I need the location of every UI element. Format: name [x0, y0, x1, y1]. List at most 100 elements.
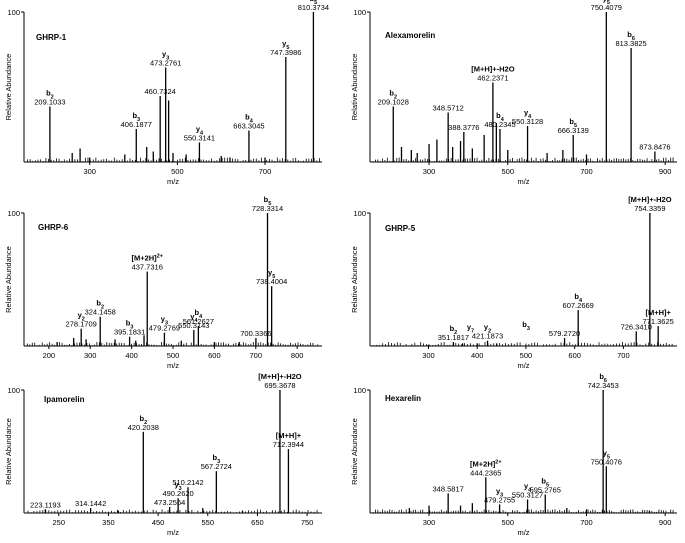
x-tick-label: 250: [53, 518, 66, 527]
ion-annotation: y3: [162, 50, 169, 62]
x-tick-label: 700: [259, 167, 272, 176]
x-axis-label: m/z: [517, 528, 529, 537]
ion-annotation: b4: [195, 308, 204, 320]
y-tick-label: 100: [7, 209, 20, 218]
peak-mz-label: 813.3825: [615, 39, 646, 48]
peak-mz-label: 738.4004: [256, 277, 287, 286]
ion-annotation: y5: [603, 0, 610, 6]
ion-annotation: [M+H]+-H2O: [628, 195, 672, 204]
peak-mz-label: 473.2761: [150, 59, 181, 68]
ion-annotation: [M+2H]2+: [131, 254, 163, 263]
peak-mz-label: 561.2627: [183, 317, 214, 326]
peak-mz-label: 351.1817: [438, 333, 469, 342]
x-tick-label: 600: [208, 351, 221, 360]
x-tick-label: 700: [580, 518, 593, 527]
baseline-noise: [372, 157, 674, 162]
y-tick-label: 100: [7, 386, 20, 395]
y-tick-label: 100: [353, 209, 366, 218]
ion-annotation: y4: [190, 312, 198, 324]
baseline-noise: [372, 509, 674, 513]
peak-mz-label: 314.1442: [75, 499, 106, 508]
peak-mz-label: 479.2755: [484, 495, 515, 504]
spectrum-panel-3: 100 200 300 400 500 600 700 800 m/z Relative Abun…: [4, 195, 322, 370]
ion-annotation: y3: [161, 315, 168, 327]
peak-mz-label: 462.2371: [477, 74, 508, 83]
ion-annotation: b5: [264, 195, 272, 207]
x-tick-label: 500: [520, 351, 533, 360]
ion-annotation: [M+H]+: [645, 308, 671, 317]
x-tick-label: 650: [251, 518, 264, 527]
x-tick-label: 600: [568, 351, 581, 360]
peak-mz-label: 209.1028: [378, 98, 409, 107]
peak-mz-label: 712.3944: [273, 440, 304, 449]
x-tick-label: 700: [250, 351, 263, 360]
ion-annotation: b2: [96, 299, 104, 311]
x-tick-label: 400: [125, 351, 138, 360]
ion-annotation: [M+2H]2+: [470, 459, 502, 468]
peak-mz-label: 421.1873: [472, 332, 503, 341]
ion-annotation: b2: [389, 89, 397, 101]
y-tick-label: 100: [353, 386, 366, 395]
ion-annotation: b2: [139, 414, 147, 426]
x-tick-label: 500: [167, 351, 180, 360]
ion-annotation: b5: [310, 0, 318, 6]
baseline-noise: [26, 342, 319, 346]
ion-annotation: y2: [484, 323, 491, 335]
y-axis-label: Relative Abundance: [350, 246, 359, 313]
x-tick-label: 450: [152, 518, 165, 527]
x-tick-label: 350: [102, 518, 115, 527]
ion-annotation: b4: [245, 113, 254, 125]
peak-mz-label: 726.3410: [621, 322, 652, 331]
y-axis-label: Relative Abundance: [350, 54, 359, 121]
x-tick-label: 300: [83, 167, 96, 176]
x-axis-label: m/z: [517, 361, 529, 370]
chart-title: GHRP-6: [38, 223, 69, 232]
x-axis-label: m/z: [167, 528, 179, 537]
spectrum-panel-1: 100 300 500 700 m/z Relative Abundance GHRP-1 2…: [4, 0, 329, 186]
ion-annotation: y5: [603, 448, 610, 460]
peak-mz-label: 567.2724: [201, 462, 232, 471]
chart-title: Hexarelin: [385, 394, 421, 403]
x-axis-label: m/z: [167, 361, 179, 370]
peak-mz-label: 348.5817: [433, 484, 464, 493]
peak-mz-label: 550.3127: [512, 490, 543, 499]
chart-title: GHRP-5: [385, 224, 416, 233]
peak-mz-label: 479.2769: [149, 324, 180, 333]
peak-mz-label: 810.3734: [298, 3, 329, 12]
ion-annotation: b6: [599, 372, 607, 384]
ion-annotation: y4: [524, 481, 532, 493]
x-tick-label: 300: [423, 518, 436, 527]
peak-mz-label: 742.3453: [587, 381, 618, 390]
peak-mz-label: 550.3143: [178, 321, 209, 330]
ion-annotation: b3: [213, 453, 221, 465]
baseline-noise: [27, 509, 318, 513]
x-tick-label: 550: [202, 518, 215, 527]
y-tick-label: 100: [7, 8, 20, 17]
peak-mz-label: 278.1709: [66, 320, 97, 329]
peak-mz-label: 666.3139: [558, 126, 589, 135]
peak-mz-label: 663.3045: [233, 122, 264, 131]
peak-mz-label: 579.2720: [549, 329, 580, 338]
ion-annotation: y5: [268, 268, 275, 280]
peak-mz-label: 695.3678: [264, 381, 295, 390]
ion-annotation: y7: [467, 323, 474, 335]
x-tick-label: 900: [659, 167, 672, 176]
x-tick-label: 700: [617, 351, 630, 360]
x-tick-label: 400: [471, 351, 484, 360]
ion-annotation: b3: [132, 111, 140, 123]
y-axis-label: Relative Abundance: [4, 418, 13, 485]
ion-annotation: y4: [196, 125, 204, 137]
x-tick-label: 300: [423, 167, 436, 176]
x-tick-label: 500: [171, 167, 184, 176]
x-tick-label: 500: [501, 167, 514, 176]
peak-mz-label: 747.3986: [270, 48, 301, 57]
ion-annotation: y2: [78, 311, 85, 323]
peak-mz-label: 480.2345: [484, 120, 515, 129]
ion-annotation: b2: [450, 324, 458, 336]
peak-mz-label: 444.2365: [470, 468, 501, 477]
ion-annotation: b4: [496, 111, 505, 123]
peak-mz-label: 700.3366: [240, 329, 271, 338]
ion-annotation: b5: [569, 117, 577, 129]
y-tick-label: 100: [353, 8, 366, 17]
x-axis-label: m/z: [167, 177, 179, 186]
